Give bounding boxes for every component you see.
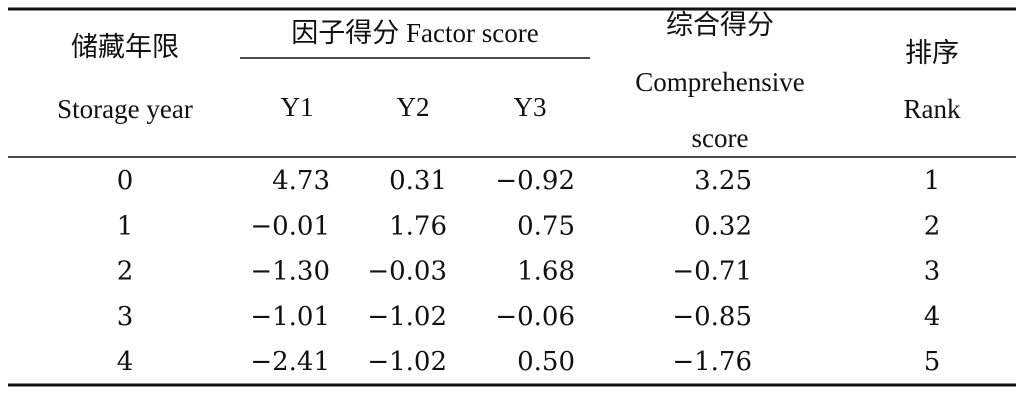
- table-cell: 1.76: [389, 211, 447, 241]
- table-cell: 4: [924, 302, 941, 332]
- table-cell: −0.71: [672, 257, 752, 287]
- table-cell: −0.92: [495, 166, 575, 196]
- table-cell: 1: [924, 166, 941, 196]
- header-cell: Y1: [281, 92, 314, 122]
- table-cell: 4: [117, 347, 134, 377]
- header-cell: 排序: [905, 38, 959, 68]
- table-cell: −1.01: [250, 302, 330, 332]
- table-cell: −0.03: [367, 257, 447, 287]
- header-cell: score: [692, 123, 749, 153]
- table-cell: −0.06: [495, 302, 575, 332]
- table-cell: 1: [117, 211, 134, 241]
- header-cell: 综合得分: [666, 10, 774, 40]
- table-cell: 2: [117, 257, 134, 287]
- header-cell: 储藏年限: [71, 32, 179, 62]
- header-cell: Y3: [514, 92, 547, 122]
- header-cell: 因子得分 Factor score: [291, 18, 538, 48]
- table-cell: 3: [924, 257, 941, 287]
- table-cell: 1.68: [517, 257, 575, 287]
- table-cell: −0.01: [250, 211, 330, 241]
- table-cell: −1.02: [367, 347, 447, 377]
- table-cell: −2.41: [250, 347, 330, 377]
- header-cell: Storage year: [57, 94, 193, 124]
- header-cell: Y2: [397, 92, 430, 122]
- table-cell: 0.50: [517, 347, 575, 377]
- header-cell: Rank: [904, 94, 961, 124]
- table-cell: 2: [924, 211, 941, 241]
- table-cell: −1.30: [250, 257, 330, 287]
- table-cell: 4.73: [272, 166, 330, 196]
- table-cell: −1.76: [672, 347, 752, 377]
- table-cell: 0.32: [694, 211, 752, 241]
- table-cell: 3: [117, 302, 134, 332]
- table-cell: 0.31: [389, 166, 447, 196]
- header-cell: Comprehensive: [635, 67, 804, 97]
- table-cell: 0.75: [517, 211, 575, 241]
- table-cell: 5: [924, 347, 941, 377]
- table-cell: −0.85: [672, 302, 752, 332]
- table-cell: 3.25: [694, 166, 752, 196]
- table-cell: −1.02: [367, 302, 447, 332]
- table-cell: 0: [117, 166, 134, 196]
